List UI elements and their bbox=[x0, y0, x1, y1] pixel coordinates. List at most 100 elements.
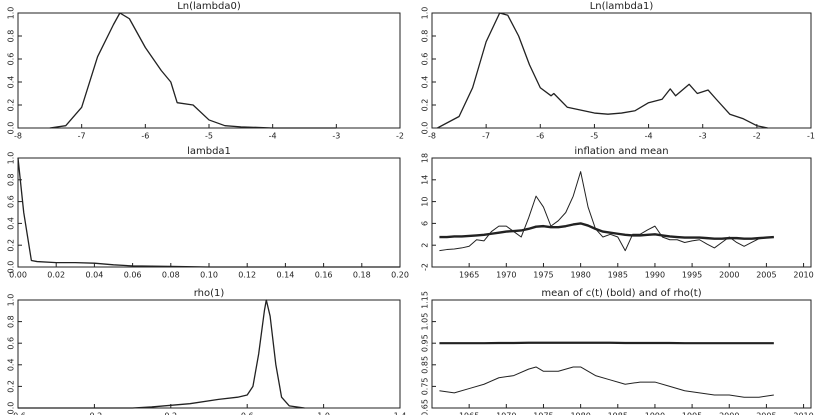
panel-title: Ln(lambda0) bbox=[177, 1, 241, 12]
y-tick-label: 1.0 bbox=[421, 7, 430, 20]
x-tick-label: 2005 bbox=[756, 271, 776, 280]
panel: lambda1 0.00 0.02 0.04 0.06 0.08 0.10 0.12 0.14 0… bbox=[7, 146, 409, 280]
x-tick-label: 2005 bbox=[756, 412, 776, 415]
x-tick-label: 0.14 bbox=[276, 271, 294, 280]
y-tick-label: 1.0 bbox=[7, 152, 16, 165]
x-tick-label: 1990 bbox=[645, 412, 665, 415]
plot-frame bbox=[431, 299, 812, 409]
x-tick-label: -7 bbox=[482, 132, 490, 141]
x-tick-label: 1.4 bbox=[394, 412, 407, 415]
x-tick-label: -5 bbox=[205, 132, 213, 141]
x-tick-label: 1990 bbox=[645, 271, 665, 280]
x-tick-label: -4 bbox=[269, 132, 277, 141]
y-tick-label: 0.6 bbox=[421, 53, 430, 66]
x-tick-label: 1970 bbox=[496, 271, 516, 280]
y-tick-label: 0.0 bbox=[7, 261, 16, 274]
y-tick-label: 0.8 bbox=[7, 30, 16, 43]
x-tick-label: 2000 bbox=[719, 271, 739, 280]
x-tick-label: 1975 bbox=[533, 271, 553, 280]
panel-title: inflation and mean bbox=[574, 146, 668, 157]
series-line bbox=[439, 171, 774, 252]
x-tick-label: 1.0 bbox=[317, 412, 330, 415]
y-tick-label: 0.95 bbox=[421, 334, 430, 352]
plot-frame bbox=[17, 157, 401, 268]
x-tick-label: 1970 bbox=[496, 412, 516, 415]
x-tick-label: 0.18 bbox=[353, 271, 371, 280]
y-tick-label: 6 bbox=[421, 221, 430, 226]
y-tick-label: 0.6 bbox=[7, 195, 16, 208]
y-tick-label: 0.8 bbox=[421, 30, 430, 43]
x-tick-label: -7 bbox=[78, 132, 86, 141]
x-tick-label: -1 bbox=[807, 132, 815, 141]
x-tick-label: -2 bbox=[396, 132, 404, 141]
y-tick-label: 0.2 bbox=[421, 99, 430, 112]
x-tick-label: 2010 bbox=[793, 271, 813, 280]
x-tick-label: 0.10 bbox=[200, 271, 218, 280]
series-line bbox=[439, 222, 774, 240]
y-tick-label: 18 bbox=[421, 153, 430, 163]
series-line bbox=[17, 157, 400, 268]
x-tick-label: 0.12 bbox=[238, 271, 256, 280]
y-tick-label: 0.2 bbox=[7, 380, 16, 393]
x-tick-label: 1985 bbox=[608, 271, 628, 280]
x-tick-label: -6 bbox=[536, 132, 544, 141]
y-tick-label: 1.0 bbox=[7, 294, 16, 307]
series-line bbox=[437, 12, 768, 129]
y-tick-label: 0.75 bbox=[421, 377, 430, 395]
y-tick-label: 0.2 bbox=[7, 99, 16, 112]
y-tick-label: 0.8 bbox=[7, 315, 16, 328]
x-tick-label: -2 bbox=[753, 132, 761, 141]
y-tick-label: 0.6 bbox=[7, 337, 16, 350]
x-tick-label: 1980 bbox=[570, 271, 590, 280]
y-tick-label: 10 bbox=[421, 197, 430, 207]
x-tick-label: -8 bbox=[14, 132, 22, 141]
x-tick-label: 0.00 bbox=[9, 271, 27, 280]
panel: Ln(lambda0) -8 -7 -6 -5 -4 -3 -2 0.0 0.2 0.4 0.6 0.8… bbox=[7, 1, 404, 141]
x-tick-label: 2000 bbox=[719, 412, 739, 415]
x-tick-label: 0.16 bbox=[315, 271, 333, 280]
x-tick-label: 2010 bbox=[793, 412, 813, 415]
x-tick-label: 1995 bbox=[682, 271, 702, 280]
x-tick-label: -0.6 bbox=[10, 412, 26, 415]
series-line bbox=[49, 12, 337, 129]
panel: Ln(lambda1) -8 -7 -6 -5 -4 -3 -2 -1 0.0 0.2 0.4 0.6 0… bbox=[421, 1, 815, 141]
y-tick-label: 1.05 bbox=[421, 313, 430, 331]
x-tick-label: 0.2 bbox=[164, 412, 177, 415]
y-tick-label: 0.0 bbox=[7, 402, 16, 415]
x-tick-label: 0.02 bbox=[47, 271, 65, 280]
panel: inflation and mean 1965 1970 1975 1980 1985 19… bbox=[421, 146, 814, 280]
x-tick-label: -5 bbox=[590, 132, 598, 141]
panel-title: rho(1) bbox=[194, 288, 225, 299]
panel: mean of c(t) (bold) and of rho(t) 1965 197… bbox=[421, 288, 814, 415]
x-tick-label: 1985 bbox=[608, 412, 628, 415]
y-tick-label: 2 bbox=[421, 243, 430, 248]
x-tick-label: -0.2 bbox=[87, 412, 103, 415]
x-tick-label: 0.6 bbox=[241, 412, 254, 415]
plot-frame bbox=[431, 12, 812, 129]
x-tick-label: -3 bbox=[332, 132, 340, 141]
plot-frame bbox=[431, 157, 812, 268]
x-tick-label: -8 bbox=[428, 132, 436, 141]
series-line bbox=[18, 299, 305, 409]
y-tick-label: 0.2 bbox=[7, 239, 16, 252]
y-tick-label: 0.6 bbox=[7, 53, 16, 66]
x-tick-label: 0.06 bbox=[124, 271, 142, 280]
x-tick-label: 1980 bbox=[570, 412, 590, 415]
panel-title: mean of c(t) (bold) and of rho(t) bbox=[541, 288, 701, 299]
y-tick-label: 1.0 bbox=[7, 7, 16, 20]
x-tick-label: 0.20 bbox=[391, 271, 409, 280]
y-tick-label: 0.0 bbox=[421, 122, 430, 135]
y-tick-label: 14 bbox=[421, 175, 430, 185]
x-tick-label: 1975 bbox=[533, 412, 553, 415]
y-tick-label: 0.4 bbox=[7, 76, 16, 89]
plot-frame bbox=[17, 299, 401, 409]
y-tick-label: 0.8 bbox=[7, 173, 16, 186]
panel-title: lambda1 bbox=[187, 146, 231, 157]
x-tick-label: 1965 bbox=[459, 271, 479, 280]
x-tick-label: 0.08 bbox=[162, 271, 180, 280]
panel: rho(1) -0.6 -0.2 0.2 0.6 1.0 1.4 0.0 0.2 0.4 0.6 0.… bbox=[7, 288, 407, 415]
x-tick-label: -4 bbox=[645, 132, 653, 141]
y-tick-label: 0.85 bbox=[421, 356, 430, 374]
